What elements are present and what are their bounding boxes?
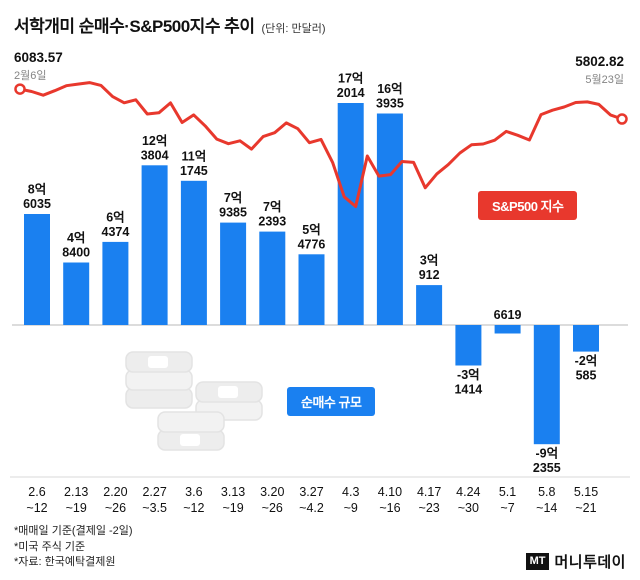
bar-value-label: -2억 [575,354,598,368]
bar [494,325,521,334]
footnote-2: *미국 주식 기준 [14,540,86,553]
x-axis-label: 3.6 [185,485,202,499]
bar-value-label: 2014 [337,86,365,100]
bar [63,262,90,325]
logo-mark: MT [525,553,550,570]
x-axis-label: ~23 [419,501,440,515]
legend-net-purchase: 순매수 규모 [287,387,376,416]
bar-value-label: 6억 [106,210,124,224]
x-axis-label: ~3.5 [142,501,167,515]
annotation-start: 6083.57 2월6일 [14,50,63,83]
money-stack-illustration [125,351,263,451]
x-axis-label: 2.6 [28,485,45,499]
x-axis-label: ~7 [500,501,514,515]
bar-value-label: 17억 [338,72,363,86]
bar [102,241,129,325]
bar-value-label: 4억 [67,231,85,245]
bar [220,222,247,325]
bar-value-label: 8억 [28,183,46,197]
x-axis-label: 3.20 [260,485,284,499]
logo-text: 머니투데이 [554,554,626,571]
footnotes: *매매일 기준(결제일 -2일) *미국 주식 기준 *자료: 한국예탁결제원 [14,524,133,571]
bar-value-label: 1414 [454,383,482,397]
bar-value-label: -9억 [535,447,558,461]
bar-value-label: 8400 [62,246,90,260]
bar [573,325,599,352]
annotation-end: 5802.82 5월23일 [575,54,624,87]
bar-value-label: 5억 [302,223,320,237]
footnote-3: *자료: 한국예탁결제원 [14,556,116,568]
bar [455,325,482,366]
x-axis-label: 2.13 [64,485,88,499]
bar [141,165,168,325]
start-value: 6083.57 [14,50,63,65]
x-axis-label: 5.1 [499,485,516,499]
x-axis-label: ~26 [262,501,283,515]
end-date: 5월23일 [585,74,624,86]
x-axis-label: 4.24 [456,485,480,499]
bar [24,214,50,325]
bar-value-label: 12억 [142,134,167,148]
bar-value-label: 2355 [533,461,561,475]
x-axis-label: 4.3 [342,485,359,499]
line-end-marker [616,113,628,125]
x-axis-label: ~9 [344,501,358,515]
bar-value-label: -3억 [457,368,480,382]
x-axis-label: 2.27 [142,485,166,499]
bar-value-label: 1745 [180,164,208,178]
x-axis-label: 3.27 [299,485,323,499]
sp500-line [18,81,624,208]
end-value: 5802.82 [575,54,624,69]
bar-value-label: 3935 [376,97,404,111]
x-axis-label: ~12 [183,501,204,515]
x-axis-label: 4.10 [378,485,402,499]
bar [298,254,325,325]
footnote-1: *매매일 기준(결제일 -2일) [14,525,133,537]
bar-value-label: 16억 [377,82,402,96]
x-axis-label: 4.17 [417,485,441,499]
bar [376,113,403,325]
x-axis-label: ~16 [379,501,400,515]
x-axis-label: 3.13 [221,485,245,499]
bar [180,180,207,325]
x-axis-label: ~19 [66,501,87,515]
bar-value-label: 11억 [181,149,206,163]
bar-value-label: 3804 [141,148,169,162]
page-title: 서학개미 순매수·S&P500지수 추이 [14,17,255,36]
bar-value-label: 3억 [420,254,438,268]
header: 서학개미 순매수·S&P500지수 추이 (단위: 만달러) [14,12,326,37]
bar-value-label: 7억 [263,200,281,214]
bar-value-label: 7억 [224,191,242,205]
bar [416,285,443,325]
x-axis-label: ~26 [105,501,126,515]
bar [337,103,364,325]
x-axis-label: ~19 [222,501,243,515]
x-axis-label: 5.8 [538,485,555,499]
line-start-marker [14,83,26,95]
unit-label: (단위: 만달러) [261,23,326,35]
x-axis-label: ~12 [26,501,47,515]
x-axis-label: ~14 [536,501,557,515]
bar-value-label: 2393 [258,215,286,229]
x-axis-label: ~4.2 [299,501,324,515]
x-axis-label: ~30 [458,501,479,515]
bar-value-label: 6619 [494,308,522,322]
bar-value-label: 4776 [298,237,326,251]
bar-value-label: 912 [419,268,440,282]
legend-sp500: S&P500 지수 [478,191,578,220]
bar-value-label: 9385 [219,206,247,220]
bar-value-label: 585 [576,369,597,383]
x-axis-label: ~21 [575,501,596,515]
brand-logo: MT 머니투데이 [525,551,626,572]
bar-value-label: 6035 [23,197,51,211]
bar-value-label: 4374 [102,225,130,239]
bar [259,231,286,325]
x-axis-label: 5.15 [574,485,598,499]
start-date: 2월6일 [14,70,47,82]
bar [533,325,560,445]
x-axis-label: 2.20 [103,485,127,499]
